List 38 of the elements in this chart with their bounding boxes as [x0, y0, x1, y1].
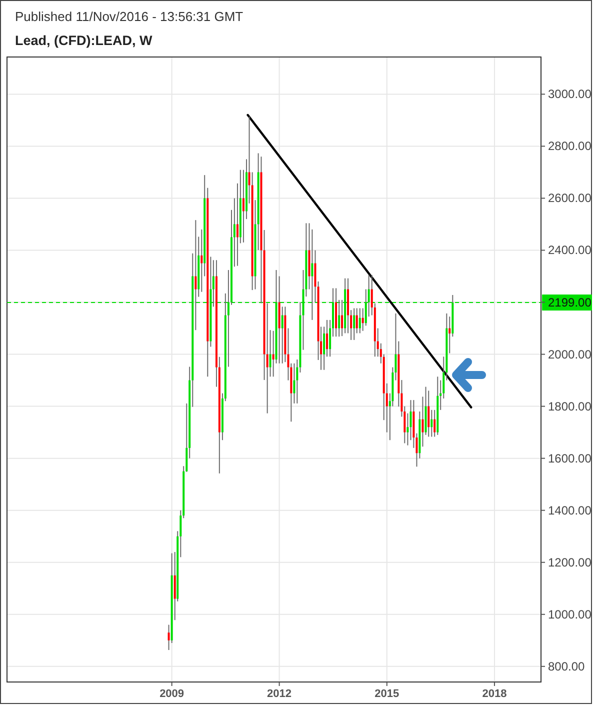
candlestick	[269, 330, 272, 378]
y-tick-label: 1800.00	[548, 399, 592, 414]
y-tick-label: 1400.00	[548, 503, 592, 518]
y-tick-label: 1200.00	[548, 555, 592, 570]
ref-line-label: 2199.00	[548, 296, 592, 310]
candlestick	[341, 299, 344, 337]
candlestick	[358, 308, 361, 334]
y-tick-label: 2600.00	[548, 191, 592, 206]
candlestick	[326, 319, 328, 358]
candlestick	[428, 390, 430, 438]
x-tick-label: 2015	[374, 688, 400, 700]
candlestick	[356, 308, 358, 334]
candlestick	[434, 409, 436, 438]
candlestick	[168, 624, 170, 651]
y-tick-label: 3000.00	[548, 87, 592, 102]
x-tick-label: 2018	[482, 688, 507, 700]
y-tick-label: 800.00	[548, 659, 586, 674]
candlestick	[272, 330, 274, 378]
y-tick-label: 1600.00	[548, 451, 592, 466]
candlestick	[236, 182, 238, 266]
x-tick-label: 2012	[267, 688, 292, 700]
chart-title: Lead, (CFD):LEAD, W	[15, 33, 152, 48]
candlestick	[353, 308, 356, 340]
y-tick-label: 1000.00	[548, 607, 592, 622]
x-tick-label: 2009	[160, 688, 184, 700]
candlestick	[293, 362, 296, 404]
candlestick	[242, 169, 244, 243]
candlestick	[200, 228, 203, 292]
candlestick	[422, 396, 424, 448]
candlestick	[448, 316, 451, 354]
candlestick	[194, 220, 197, 331]
candlestick	[430, 409, 433, 438]
candlestick	[362, 308, 364, 332]
text: Published 11/Nov/2016 - 13:56:31 GMT	[15, 9, 244, 24]
candlestick	[281, 306, 284, 364]
y-tick-label: 2400.00	[548, 243, 592, 258]
y-tick-label: 2000.00	[548, 347, 592, 362]
y-tick-label: 2800.00	[548, 139, 592, 154]
